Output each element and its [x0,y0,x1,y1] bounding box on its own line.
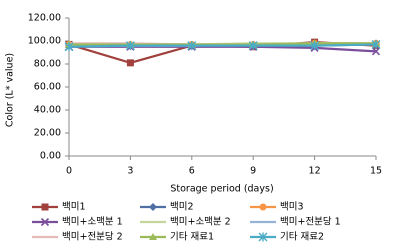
marker [371,39,381,49]
series-line [68,43,377,48]
legend-label: 백미1 [62,202,86,213]
legend-marker [41,203,49,211]
legend-label: 백미+소맥분 1 [62,217,123,228]
x-tick-label: 0 [66,166,72,177]
y-tick-label: 0.00 [40,151,61,162]
x-tick-label: 12 [309,166,321,177]
y-tick-label: 60.00 [34,82,61,93]
marker [126,59,134,67]
x-tick-label: 3 [127,166,133,177]
x-tick-label: 9 [250,166,256,177]
y-tick-label: 100.00 [28,36,61,47]
legend-marker [259,203,267,211]
series-line [69,42,376,46]
legend-marker [258,232,268,242]
legend-label: 기타 재료2 [280,232,324,243]
legend-label: 백미+전분당 2 [62,232,123,243]
series-line [69,45,377,53]
marker [187,41,197,51]
y-tick-label: 120.00 [28,13,61,24]
legend-label: 백미+소맥분 2 [170,217,231,228]
legend-marker [40,217,50,227]
marker [125,41,135,51]
y-tick-label: 80.00 [34,59,61,70]
marker [248,41,258,51]
legend-label: 백미3 [280,202,304,213]
legend-label: 백미+전분당 1 [280,217,341,228]
legend-label: 기타 재료1 [170,232,214,243]
x-tick-label: 15 [370,166,382,177]
legend-label: 백미2 [170,202,194,213]
y-axis-label: Color (L* value) [5,53,16,127]
y-tick-label: 20.00 [34,128,61,139]
x-axis-label: Storage period (days) [170,184,273,195]
y-tick-label: 40.00 [34,105,61,116]
x-tick-label: 6 [189,166,195,177]
legend-marker [149,233,157,240]
legend-marker [149,203,157,211]
marker [371,47,381,56]
marker [310,41,320,51]
marker [64,42,74,52]
